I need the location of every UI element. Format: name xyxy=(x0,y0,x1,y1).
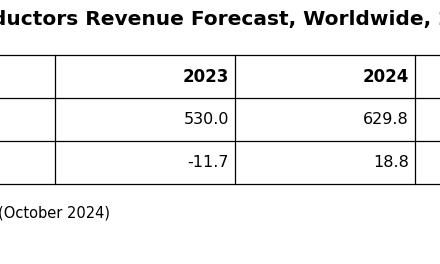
Text: -11.7: -11.7 xyxy=(187,155,229,170)
Text: 2024: 2024 xyxy=(363,68,409,86)
Text: 18.8: 18.8 xyxy=(373,155,409,170)
Text: 530.0: 530.0 xyxy=(183,112,229,127)
Text: 2023: 2023 xyxy=(183,68,229,86)
Text: ductors Revenue Forecast, Worldwide, 202: ductors Revenue Forecast, Worldwide, 202 xyxy=(0,10,440,29)
Text: 629.8: 629.8 xyxy=(363,112,409,127)
Text: (October 2024): (October 2024) xyxy=(0,206,110,221)
